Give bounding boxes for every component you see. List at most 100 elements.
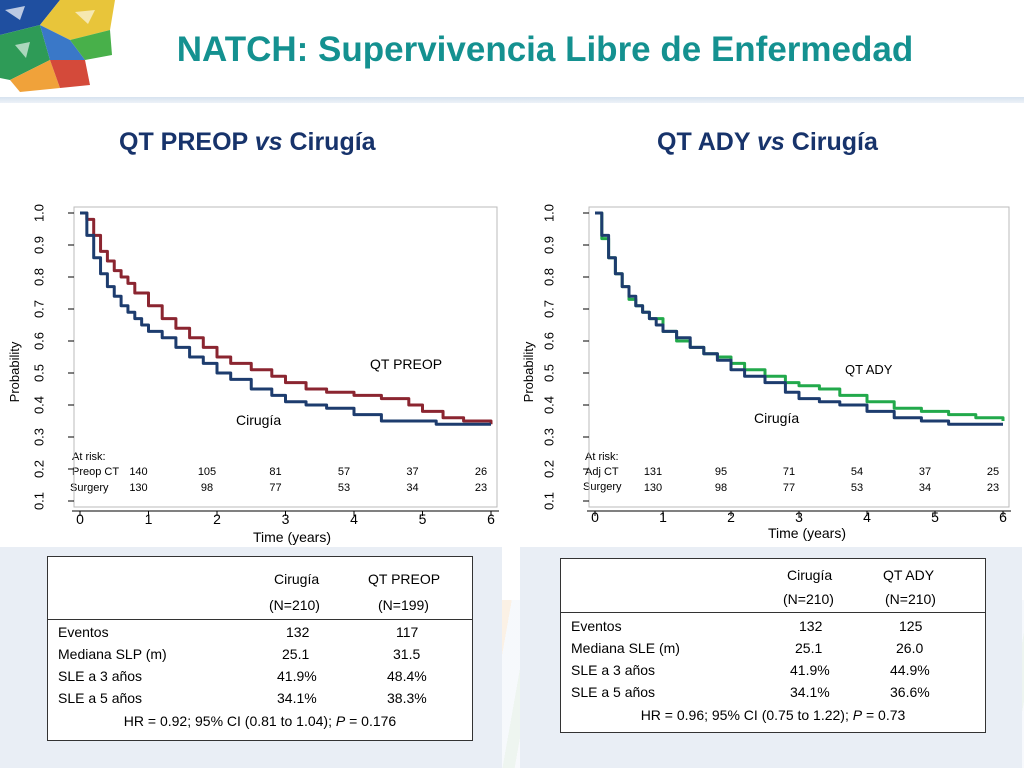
y-tick-label: 0.9 bbox=[31, 236, 46, 254]
y-tick-label: 0.1 bbox=[541, 492, 556, 510]
risk-value: 34 bbox=[406, 482, 418, 494]
x-tick-label: 2 bbox=[213, 511, 221, 527]
x-tick-label: 4 bbox=[863, 509, 871, 525]
row-value: 25.1 bbox=[282, 646, 310, 662]
risk-value: 130 bbox=[644, 482, 662, 494]
y-axis-label: Probability bbox=[7, 341, 22, 402]
risk-label-surgery: Surgery bbox=[583, 481, 622, 493]
row-label: SLE a 5 años bbox=[58, 690, 143, 706]
risk-value: 23 bbox=[987, 482, 999, 494]
row-value: 34.1% bbox=[790, 684, 830, 700]
x-tick-label: 3 bbox=[282, 511, 290, 527]
risk-value: 98 bbox=[201, 482, 213, 494]
x-tick-label: 5 bbox=[931, 509, 939, 525]
risk-row-surgery: 130 98 77 53 34 23 bbox=[644, 482, 999, 494]
label-qt-ady: QT ADY bbox=[845, 362, 893, 377]
x-tick-label: 6 bbox=[999, 509, 1007, 525]
km-chart-ady: Probability Time (years) QT ADY Cirugía … bbox=[521, 204, 1011, 541]
x-tick-label: 1 bbox=[659, 509, 667, 525]
row-label: SLE a 3 años bbox=[58, 668, 143, 684]
y-tick-label: 0.3 bbox=[541, 428, 556, 446]
risk-value: 131 bbox=[644, 466, 662, 478]
row-value: 26.0 bbox=[896, 640, 924, 656]
row-value: 44.9% bbox=[890, 662, 930, 678]
col-n-cirugia: (N=210) bbox=[269, 597, 320, 613]
hazard-ratio: HR = 0.96; 95% CI (0.75 to 1.22); P = 0.… bbox=[640, 707, 906, 723]
risk-value: 98 bbox=[715, 482, 727, 494]
risk-value: 26 bbox=[475, 466, 487, 478]
risk-label-surgery: Surgery bbox=[70, 482, 109, 494]
plot-frame bbox=[73, 206, 498, 508]
row-value: 31.5 bbox=[393, 646, 421, 662]
risk-value: 23 bbox=[475, 482, 487, 494]
risk-value: 54 bbox=[851, 466, 863, 478]
risk-value: 95 bbox=[715, 466, 727, 478]
x-axis-label: Time (years) bbox=[768, 525, 846, 541]
series-line bbox=[80, 211, 491, 426]
y-tick-label: 1.0 bbox=[31, 204, 46, 222]
x-tick-label: 3 bbox=[795, 509, 803, 525]
row-value: 48.4% bbox=[387, 668, 427, 684]
risk-value: 25 bbox=[987, 466, 999, 478]
y-tick-label: 0.4 bbox=[31, 396, 46, 414]
x-tick-label: 1 bbox=[145, 511, 153, 527]
risk-title: At risk: bbox=[72, 451, 106, 463]
conference-logo bbox=[0, 0, 120, 95]
col-header-cirugia: Cirugía bbox=[274, 571, 320, 587]
col-n-qt-ady: (N=210) bbox=[885, 591, 936, 607]
row-value: 36.6% bbox=[890, 684, 930, 700]
row-value: 38.3% bbox=[387, 690, 427, 706]
risk-row-preop: 140 105 81 57 37 26 bbox=[129, 466, 487, 478]
risk-title: At risk: bbox=[585, 451, 619, 463]
x-axis-label: Time (years) bbox=[253, 529, 331, 545]
left-subtitle: QT PREOP vs Cirugía bbox=[119, 128, 376, 156]
series-line bbox=[595, 211, 1005, 421]
y-tick-label: 0.7 bbox=[31, 300, 46, 318]
col-header-cirugia: Cirugía bbox=[787, 567, 833, 583]
row-value: 132 bbox=[799, 618, 823, 634]
y-tick-label: 0.6 bbox=[541, 332, 556, 350]
x-tick-label: 4 bbox=[350, 511, 358, 527]
y-tick-label: 1.0 bbox=[541, 204, 556, 222]
y-tick-label: 0.5 bbox=[541, 364, 556, 382]
risk-row-adj: 131 95 71 54 37 25 bbox=[644, 466, 999, 478]
y-tick-label: 0.1 bbox=[31, 492, 46, 510]
series-line bbox=[595, 211, 1003, 426]
label-cirugia: Cirugía bbox=[236, 412, 281, 428]
col-n-qt-preop: (N=199) bbox=[378, 597, 429, 613]
page-title: NATCH: Supervivencia Libre de Enfermedad bbox=[176, 30, 914, 69]
row-label: Mediana SLP (m) bbox=[58, 646, 167, 662]
stats-table-preop: Cirugía (N=210) QT PREOP (N=199) Eventos… bbox=[47, 556, 473, 741]
x-tick-label: 5 bbox=[419, 511, 427, 527]
col-header-qt-preop: QT PREOP bbox=[368, 571, 441, 587]
risk-value: 105 bbox=[198, 466, 216, 478]
risk-value: 71 bbox=[783, 466, 795, 478]
risk-value: 53 bbox=[851, 482, 863, 494]
y-axis-label: Probability bbox=[521, 341, 536, 402]
col-n-cirugia: (N=210) bbox=[783, 591, 834, 607]
risk-value: 34 bbox=[919, 482, 931, 494]
row-value: 41.9% bbox=[277, 668, 317, 684]
hazard-ratio: HR = 0.92; 95% CI (0.81 to 1.04); P = 0.… bbox=[123, 713, 397, 729]
risk-value: 81 bbox=[269, 466, 281, 478]
km-chart-preop: Probability Time (years) QT PREOP Cirugí… bbox=[7, 204, 499, 545]
y-tick-label: 0.8 bbox=[31, 268, 46, 286]
row-label: Eventos bbox=[58, 624, 109, 640]
right-panel: Probability Time (years) QT ADY Cirugía … bbox=[520, 167, 1024, 768]
series-line bbox=[80, 211, 493, 425]
col-header-qt-ady: QT ADY bbox=[883, 567, 935, 583]
risk-value: 37 bbox=[406, 466, 418, 478]
plot-frame bbox=[588, 206, 1010, 508]
right-subtitle: QT ADY vs Cirugía bbox=[657, 128, 878, 156]
risk-value: 37 bbox=[919, 466, 931, 478]
risk-value: 57 bbox=[338, 466, 350, 478]
y-tick-label: 0.4 bbox=[541, 396, 556, 414]
title-divider bbox=[0, 97, 1024, 103]
x-tick-label: 0 bbox=[591, 509, 599, 525]
risk-value: 140 bbox=[129, 466, 147, 478]
row-value: 125 bbox=[899, 618, 923, 634]
y-tick-label: 0.7 bbox=[541, 300, 556, 318]
risk-value: 130 bbox=[129, 482, 147, 494]
risk-row-surgery: 130 98 77 53 34 23 bbox=[129, 482, 487, 494]
risk-label-adj: Adj CT bbox=[585, 466, 619, 478]
